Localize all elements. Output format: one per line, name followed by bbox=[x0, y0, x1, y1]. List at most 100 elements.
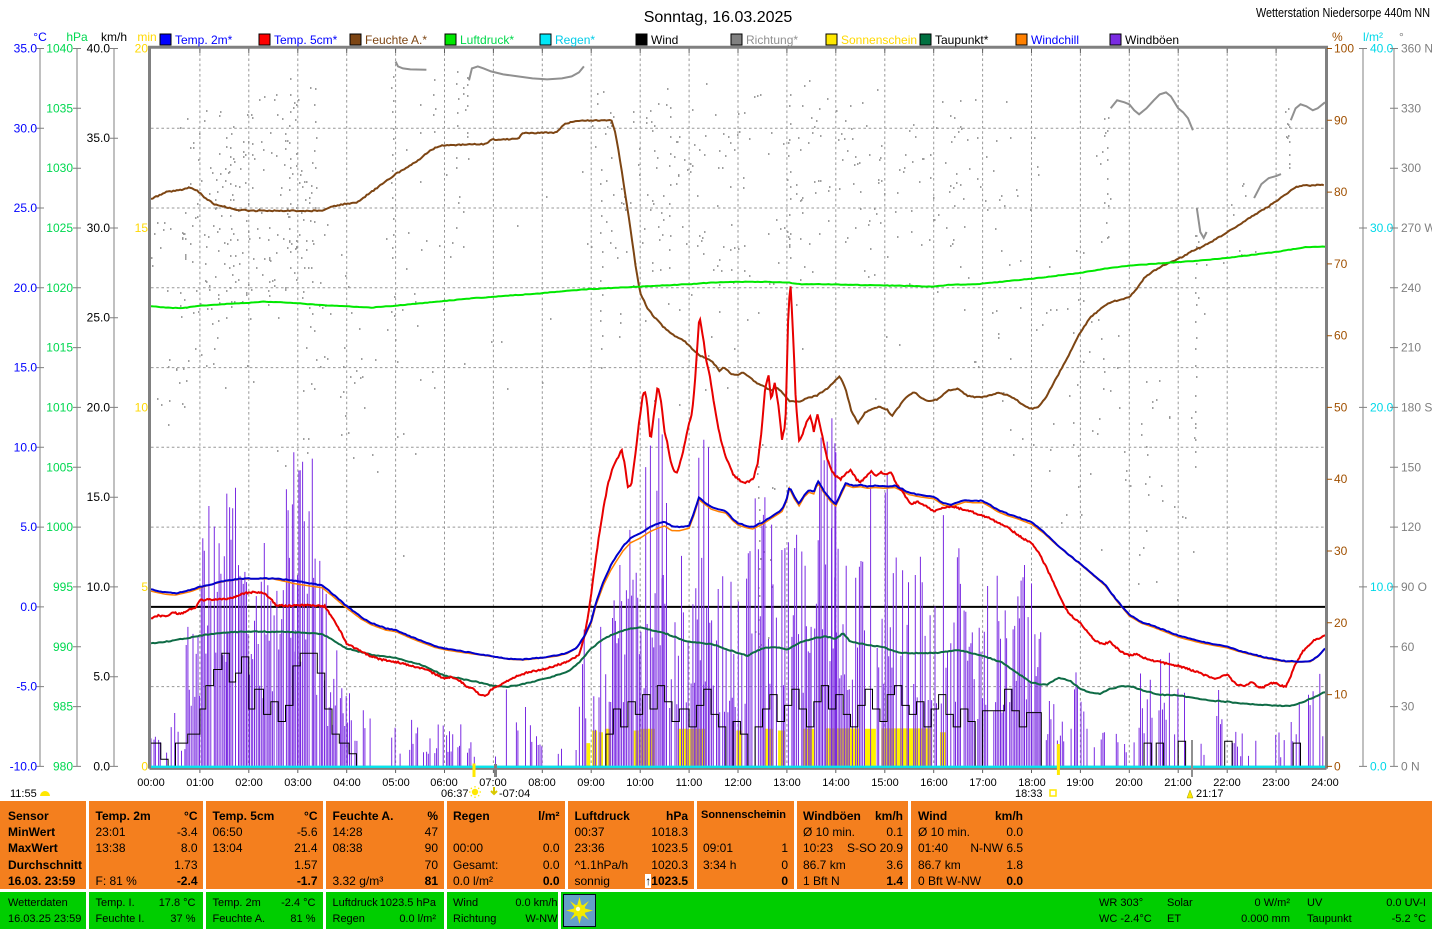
svg-text:16:00: 16:00 bbox=[920, 777, 948, 789]
svg-text:%: % bbox=[1332, 30, 1343, 44]
svg-text:980: 980 bbox=[53, 759, 73, 773]
svg-text:30: 30 bbox=[1401, 700, 1415, 714]
svg-text:-5.0: -5.0 bbox=[16, 680, 37, 694]
svg-text:40: 40 bbox=[1334, 472, 1348, 486]
svg-text:Wetterstation Niedersorpe 440m: Wetterstation Niedersorpe 440m NN bbox=[1256, 5, 1430, 20]
svg-text:1035: 1035 bbox=[46, 101, 73, 115]
svg-text:09:00: 09:00 bbox=[577, 777, 605, 789]
svg-text:06:37: 06:37 bbox=[441, 788, 469, 800]
svg-text:1000: 1000 bbox=[46, 520, 73, 534]
svg-text:20.0: 20.0 bbox=[1370, 400, 1394, 414]
svg-text:5.0: 5.0 bbox=[20, 520, 37, 534]
svg-text:01:00: 01:00 bbox=[186, 777, 214, 789]
svg-text:10: 10 bbox=[1334, 688, 1348, 702]
svg-text:Richtung*: Richtung* bbox=[746, 33, 798, 47]
svg-text:Sonntag, 16.03.2025: Sonntag, 16.03.2025 bbox=[644, 9, 793, 26]
svg-text:°C: °C bbox=[33, 30, 47, 44]
svg-text:hPa: hPa bbox=[66, 30, 88, 44]
svg-text:15.0: 15.0 bbox=[87, 490, 111, 504]
svg-text:30.0: 30.0 bbox=[1370, 221, 1394, 235]
svg-text:30.0: 30.0 bbox=[14, 121, 38, 135]
svg-text:03:00: 03:00 bbox=[284, 777, 312, 789]
svg-text:80: 80 bbox=[1334, 185, 1348, 199]
svg-text:20.0: 20.0 bbox=[87, 400, 111, 414]
svg-text:20: 20 bbox=[1334, 616, 1348, 630]
svg-text:21:17: 21:17 bbox=[1196, 788, 1224, 800]
svg-text:-07:04: -07:04 bbox=[499, 788, 530, 800]
svg-text:300: 300 bbox=[1401, 161, 1421, 175]
svg-text:90: 90 bbox=[1334, 113, 1348, 127]
svg-text:100: 100 bbox=[1334, 42, 1354, 56]
svg-text:Wind: Wind bbox=[651, 33, 678, 47]
svg-text:14:00: 14:00 bbox=[822, 777, 850, 789]
svg-text:10: 10 bbox=[135, 400, 149, 414]
svg-text:Temp. 2m*: Temp. 2m* bbox=[175, 33, 233, 47]
svg-text:20: 20 bbox=[135, 42, 149, 56]
svg-text:00:00: 00:00 bbox=[137, 777, 165, 789]
svg-text:985: 985 bbox=[53, 700, 73, 714]
svg-text:50: 50 bbox=[1334, 400, 1348, 414]
svg-text:l/m²: l/m² bbox=[1363, 30, 1383, 44]
svg-text:11:00: 11:00 bbox=[676, 777, 703, 789]
svg-text:Sonnenschein: Sonnenschein bbox=[841, 33, 917, 47]
svg-text:Feuchte A.*: Feuchte A.* bbox=[365, 33, 427, 47]
svg-text:90 O: 90 O bbox=[1401, 580, 1427, 594]
svg-text:12:00: 12:00 bbox=[724, 777, 752, 789]
svg-text:1005: 1005 bbox=[46, 460, 73, 474]
svg-text:Regen*: Regen* bbox=[555, 33, 595, 47]
svg-text:330: 330 bbox=[1401, 101, 1421, 115]
svg-text:13:00: 13:00 bbox=[773, 777, 801, 789]
svg-text:180 S: 180 S bbox=[1401, 400, 1432, 414]
svg-text:23:00: 23:00 bbox=[1262, 777, 1290, 789]
svg-text:1020: 1020 bbox=[46, 281, 73, 295]
svg-text:995: 995 bbox=[53, 580, 73, 594]
svg-text:10.0: 10.0 bbox=[87, 580, 111, 594]
svg-text:60: 60 bbox=[1401, 640, 1415, 654]
svg-text:60: 60 bbox=[1334, 329, 1348, 343]
svg-text:06:00: 06:00 bbox=[430, 777, 458, 789]
svg-text:15: 15 bbox=[135, 221, 149, 235]
svg-text:40.0: 40.0 bbox=[1370, 42, 1394, 56]
svg-text:25.0: 25.0 bbox=[14, 201, 38, 215]
svg-text:10.0: 10.0 bbox=[1370, 580, 1394, 594]
svg-text:05:00: 05:00 bbox=[382, 777, 410, 789]
svg-text:0.0: 0.0 bbox=[20, 600, 37, 614]
svg-text:25.0: 25.0 bbox=[87, 311, 111, 325]
svg-text:0: 0 bbox=[1334, 759, 1341, 773]
svg-text:30.0: 30.0 bbox=[87, 221, 111, 235]
svg-text:360 N: 360 N bbox=[1401, 42, 1432, 56]
svg-text:04:00: 04:00 bbox=[333, 777, 361, 789]
svg-text:02:00: 02:00 bbox=[235, 777, 263, 789]
svg-text:15.0: 15.0 bbox=[14, 361, 38, 375]
svg-text:0 N: 0 N bbox=[1401, 759, 1420, 773]
svg-text:°: ° bbox=[1399, 30, 1404, 44]
svg-text:35.0: 35.0 bbox=[14, 42, 38, 56]
svg-text:990: 990 bbox=[53, 640, 73, 654]
svg-text:18:33: 18:33 bbox=[1015, 788, 1043, 800]
svg-text:1025: 1025 bbox=[46, 221, 73, 235]
svg-text:0.0: 0.0 bbox=[93, 759, 110, 773]
svg-text:1030: 1030 bbox=[46, 161, 73, 175]
svg-text:270 W: 270 W bbox=[1401, 221, 1432, 235]
svg-text:240: 240 bbox=[1401, 281, 1421, 295]
svg-text:1015: 1015 bbox=[46, 341, 73, 355]
svg-text:24:00: 24:00 bbox=[1311, 777, 1339, 789]
svg-text:1010: 1010 bbox=[46, 400, 73, 414]
svg-text:18:00: 18:00 bbox=[1018, 777, 1046, 789]
svg-text:07:00: 07:00 bbox=[479, 777, 507, 789]
svg-text:10:00: 10:00 bbox=[626, 777, 654, 789]
svg-text:19:00: 19:00 bbox=[1066, 777, 1094, 789]
svg-text:5: 5 bbox=[141, 580, 148, 594]
svg-text:km/h: km/h bbox=[101, 30, 127, 44]
svg-text:08:00: 08:00 bbox=[528, 777, 556, 789]
svg-text:30: 30 bbox=[1334, 544, 1348, 558]
svg-text:210: 210 bbox=[1401, 341, 1421, 355]
svg-text:21:00: 21:00 bbox=[1164, 777, 1192, 789]
svg-text:40.0: 40.0 bbox=[87, 42, 111, 56]
svg-text:11:55: 11:55 bbox=[10, 788, 37, 800]
svg-text:Windböen: Windböen bbox=[1125, 33, 1179, 47]
svg-text:20:00: 20:00 bbox=[1115, 777, 1143, 789]
svg-text:20.0: 20.0 bbox=[14, 281, 38, 295]
svg-text:0.0: 0.0 bbox=[1370, 759, 1387, 773]
svg-text:Taupunkt*: Taupunkt* bbox=[935, 33, 989, 47]
